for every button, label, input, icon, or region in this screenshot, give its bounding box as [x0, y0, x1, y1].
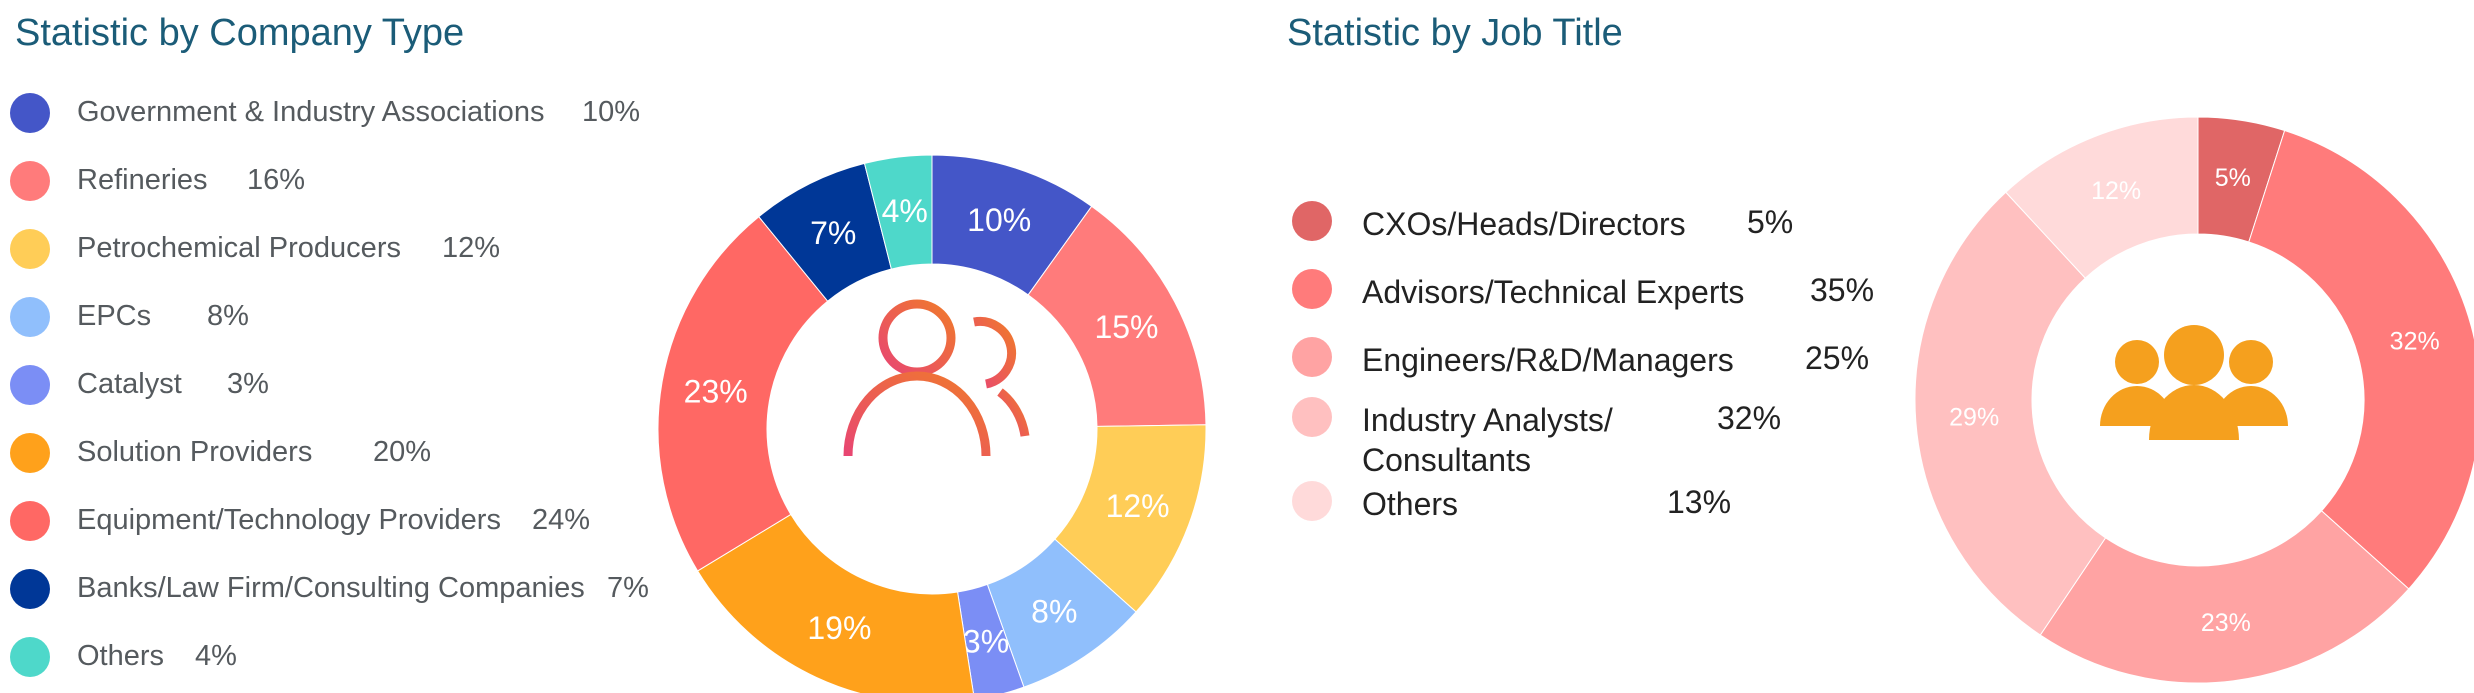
legend-swatch [1292, 481, 1332, 521]
slice-label: 5% [2215, 164, 2251, 192]
legend-label: Others [1362, 486, 1459, 522]
legend-value: 3% [227, 368, 269, 400]
legend-swatch [10, 637, 50, 677]
legend-label: Engineers/R&D/Managers [1362, 342, 1734, 378]
donut-slice [2248, 129, 2474, 590]
slice-label: 4% [882, 193, 928, 229]
donut-slice [863, 154, 933, 270]
legend-swatch [10, 93, 50, 133]
legend-label: Others [77, 640, 165, 672]
legend-value: 16% [247, 164, 306, 196]
legend-swatch [10, 433, 50, 473]
donut-slice [2039, 510, 2410, 684]
legend-swatch [10, 501, 50, 541]
legend-label: Advisors/Technical Experts [1362, 274, 1745, 310]
donut-chart-job-title: 5% 32% 23% 29% 12% [1914, 116, 2474, 684]
legend-value: 35% [1810, 272, 1875, 308]
chart-title-job-title: Statistic by Job Title [1287, 12, 1623, 54]
donut-slice [696, 513, 974, 693]
legend-label: Refineries [77, 164, 208, 196]
slice-label: 12% [1106, 488, 1170, 524]
legend-value: 7% [607, 572, 649, 604]
slice-label: 12% [2091, 177, 2141, 205]
legend-label: Banks/Law Firm/Consulting Companies [77, 572, 585, 604]
legend-label: Equipment/Technology Providers [77, 504, 501, 536]
legend-label: Government & Industry Associations [77, 96, 545, 128]
legend-value: 25% [1805, 340, 1870, 376]
legend-label: Industry Analysts/ [1362, 402, 1613, 438]
slice-label: 23% [684, 374, 748, 410]
legend-value: 24% [532, 504, 591, 536]
slice-label: 7% [810, 215, 856, 251]
slice-label: 32% [2390, 327, 2440, 355]
chart-title-company-type: Statistic by Company Type [15, 12, 465, 54]
legend-swatch [10, 229, 50, 269]
legend-value: 13% [1667, 484, 1732, 520]
legend-label: Solution Providers [77, 436, 313, 468]
legend-swatch [10, 297, 50, 337]
donut-slice [657, 215, 829, 572]
legend-label-line2: Consultants [1362, 442, 1531, 478]
legend-value: 8% [207, 300, 249, 332]
legend-swatch [1292, 201, 1332, 241]
slice-label: 8% [1031, 593, 1077, 629]
legend-swatch [10, 569, 50, 609]
group-people-icon [2100, 325, 2288, 440]
legend-label: Petrochemical Producers [77, 232, 401, 264]
legend-swatch [1292, 337, 1332, 377]
donut-chart-company-type: 10% 15% 12% 8% 3% 19% 23% 7% 4% [657, 154, 1207, 693]
slice-label: 23% [2201, 609, 2251, 637]
legend-label: CXOs/Heads/Directors [1362, 206, 1686, 242]
legend-value: 32% [1717, 400, 1782, 436]
legend-value: 4% [195, 640, 237, 672]
users-outline-icon [843, 299, 1030, 457]
legend-swatch [1292, 397, 1332, 437]
legend-swatch [1292, 269, 1332, 309]
donut-slice [2005, 116, 2199, 279]
legend-swatch [10, 365, 50, 405]
slice-label: 15% [1094, 309, 1158, 345]
slice-label: 3% [963, 624, 1009, 660]
legend-label: Catalyst [77, 368, 182, 400]
legend-value: 5% [1747, 204, 1794, 240]
slice-label: 10% [967, 202, 1031, 238]
legend-label: EPCs [77, 300, 152, 332]
donut-slice [1914, 191, 2107, 636]
slice-label: 29% [1949, 403, 1999, 431]
legend-value: 10% [582, 96, 641, 128]
slice-label: 19% [807, 610, 871, 646]
legend-swatch [10, 161, 50, 201]
legend-value: 20% [373, 436, 432, 468]
legend-value: 12% [442, 232, 501, 264]
